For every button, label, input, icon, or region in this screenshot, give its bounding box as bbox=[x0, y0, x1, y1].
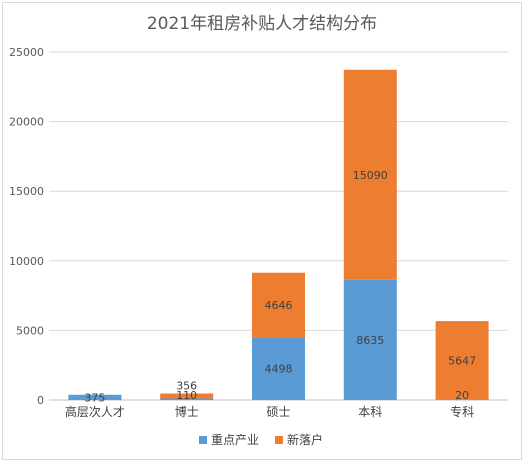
data-label: 15090 bbox=[353, 169, 388, 182]
data-label: 8635 bbox=[356, 334, 384, 347]
legend: 重点产业 新落户 bbox=[199, 432, 323, 447]
x-tick-label: 本科 bbox=[358, 405, 382, 419]
bar-key-industry bbox=[252, 337, 305, 400]
chart-title: 2021年租房补贴人才结构分布 bbox=[147, 14, 377, 34]
y-tick-label: 5000 bbox=[16, 324, 44, 337]
y-tick-label: 10000 bbox=[9, 255, 44, 268]
y-tick-label: 0 bbox=[37, 394, 44, 407]
bar-new-settler bbox=[435, 321, 489, 400]
y-axis: 0 5000 10000 15000 20000 25000 bbox=[9, 46, 508, 407]
legend-label: 新落户 bbox=[287, 432, 323, 447]
x-tick-label: 硕士 bbox=[266, 405, 290, 419]
x-axis: 高层次人才 博士 硕士 本科 专科 bbox=[65, 404, 474, 419]
data-label: 375 bbox=[84, 391, 105, 404]
bar-new-settler bbox=[160, 393, 214, 399]
bar-new-settler bbox=[252, 272, 305, 338]
gridlines bbox=[49, 51, 508, 331]
bar-new-settler bbox=[343, 69, 397, 280]
bars bbox=[68, 69, 489, 400]
y-tick-label: 25000 bbox=[9, 46, 44, 59]
bar-key-industry bbox=[343, 279, 397, 400]
legend-label: 重点产业 bbox=[211, 433, 259, 447]
y-tick-label: 15000 bbox=[9, 185, 44, 198]
x-tick-label: 高层次人才 bbox=[65, 404, 125, 419]
x-tick-label: 博士 bbox=[175, 404, 199, 419]
legend-swatch bbox=[275, 436, 283, 444]
data-label: 110 bbox=[176, 389, 197, 402]
data-label: 20 bbox=[455, 389, 469, 402]
y-tick-label: 20000 bbox=[9, 116, 44, 129]
bar-key-industry bbox=[160, 398, 214, 400]
data-label: 4498 bbox=[265, 363, 293, 376]
bar-key-industry bbox=[68, 394, 122, 400]
data-label: 5647 bbox=[448, 354, 476, 367]
legend-swatch bbox=[199, 436, 207, 444]
data-label: 4646 bbox=[265, 299, 293, 312]
data-label: 356 bbox=[176, 380, 197, 393]
x-tick-label: 专科 bbox=[450, 404, 474, 419]
